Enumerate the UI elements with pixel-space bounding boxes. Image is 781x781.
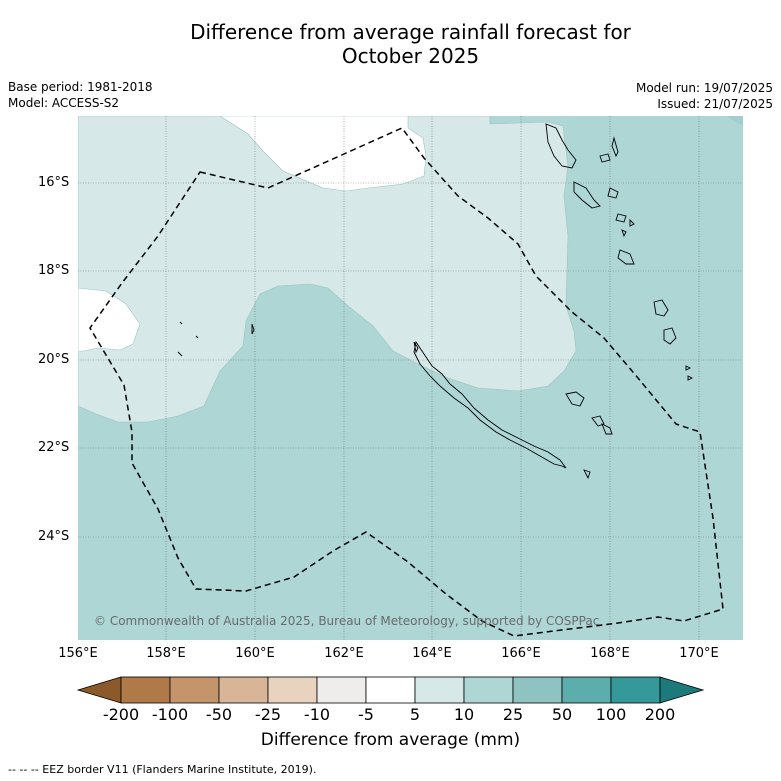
meta-right: Model run: 19/07/2025 Issued: 21/07/2025: [636, 80, 773, 112]
colorbar-segment: [267, 676, 318, 704]
lon-label-164e: 164°E: [412, 646, 452, 661]
vanuatu-malakula: [573, 181, 601, 209]
lon-label-168e: 168°E: [590, 646, 630, 661]
colorbar-segment: [120, 676, 171, 704]
lon-label-160e: 160°E: [235, 646, 275, 661]
title-line-2: October 2025: [341, 44, 480, 68]
colorbar-segment: [561, 676, 612, 704]
cb-tick-neg5: -5: [358, 705, 374, 724]
walpole-island: [583, 469, 591, 480]
chesterfield-islets: [177, 321, 255, 357]
base-period: Base period: 1981-2018: [8, 80, 153, 94]
colorbar-segment: [512, 676, 563, 704]
eez-legend-note: -- -- -- EEZ border V11 (Flanders Marine…: [8, 763, 317, 776]
anomaly-band-neutral-north: [219, 116, 427, 192]
anomaly-band-25-50: [726, 116, 743, 126]
copyright-notice: © Commonwealth of Australia 2025, Bureau…: [94, 614, 600, 628]
map-svg: [78, 116, 743, 640]
new-caledonia-grande-terre: [413, 340, 567, 469]
lon-label-158e: 158°E: [146, 646, 186, 661]
colorbar-extend-low: [76, 676, 122, 704]
vanuatu-ambrym: [607, 187, 619, 199]
cb-tick-100: 100: [595, 705, 627, 724]
vanuatu-espiritu-santo: [545, 123, 577, 169]
coastlines: [177, 123, 694, 480]
colorbar-segment: [316, 676, 367, 704]
cb-tick-neg200: -200: [102, 705, 140, 724]
cb-tick-25: 25: [502, 705, 524, 724]
cb-tick-neg25: -25: [254, 705, 282, 724]
lat-label-22s: 22°S: [38, 440, 70, 455]
lat-label-20s: 20°S: [38, 352, 70, 367]
colorbar-segment: [169, 676, 220, 704]
cb-tick-200: 200: [644, 705, 676, 724]
colorbar-segments: [76, 676, 705, 704]
colorbar-segment: [414, 676, 465, 704]
colorbar: [76, 676, 705, 704]
belep-islands: [413, 341, 419, 354]
title-line-1: Difference from average rainfall forecas…: [190, 20, 631, 44]
vanuatu-maewo: [611, 136, 619, 158]
colorbar-segment: [463, 676, 514, 704]
cb-tick-10: 10: [453, 705, 475, 724]
lon-label-156e: 156°E: [58, 646, 98, 661]
model-name: Model: ACCESS-S2: [8, 96, 120, 110]
vanuatu-erromango: [621, 229, 627, 238]
colorbar-segment: [610, 676, 661, 704]
cb-tick-neg50: -50: [205, 705, 233, 724]
loyalty-islands: [565, 391, 613, 435]
lon-label-170e: 170°E: [679, 646, 719, 661]
cb-tick-neg100: -100: [151, 705, 189, 724]
colorbar-label: Difference from average (mm): [260, 730, 521, 750]
map-title: Difference from average rainfall forecas…: [0, 20, 781, 68]
vanuatu-efate: [615, 213, 635, 227]
issued-date: Issued: 21/07/2025: [657, 97, 773, 111]
map-panel: [78, 116, 743, 640]
colorbar-extend-high: [659, 676, 705, 704]
meta-left: Base period: 1981-2018 Model: ACCESS-S2: [8, 79, 153, 111]
colorbar-segment: [365, 676, 416, 704]
model-run: Model run: 19/07/2025: [635, 81, 773, 95]
cb-tick-5: 5: [409, 705, 421, 724]
colorbar-segment: [218, 676, 269, 704]
vanuatu-pentecost: [599, 153, 611, 163]
lon-label-166e: 166°E: [501, 646, 541, 661]
cb-tick-50: 50: [551, 705, 573, 724]
lon-label-162e: 162°E: [324, 646, 364, 661]
cb-tick-neg10: -10: [303, 705, 331, 724]
lat-label-18s: 18°S: [38, 263, 70, 278]
gridlines: [78, 116, 743, 640]
lat-label-16s: 16°S: [38, 175, 70, 190]
eez-border: [89, 127, 724, 637]
matthew-hunter: [653, 299, 694, 381]
lat-label-24s: 24°S: [38, 529, 70, 544]
vanuatu-tanna: [617, 249, 635, 265]
